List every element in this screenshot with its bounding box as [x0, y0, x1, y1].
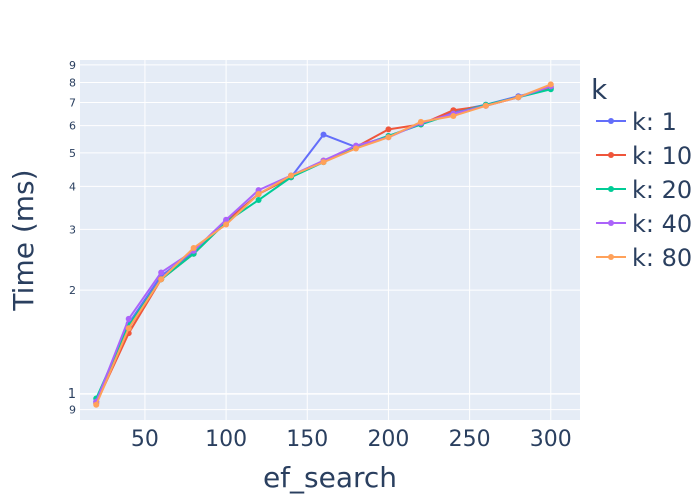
y-tick-label: 6	[69, 120, 76, 133]
x-tick-label: 150	[286, 427, 328, 452]
y-tick-label: 2	[69, 284, 76, 297]
x-tick-labels: 50 100 150 200 250 300	[131, 427, 572, 452]
legend-swatch-marker	[608, 254, 614, 260]
y-tick-label: 9	[69, 404, 76, 417]
data-point	[320, 159, 327, 166]
legend-title: k	[591, 73, 608, 106]
legend-swatch-marker	[608, 186, 614, 192]
data-point	[223, 221, 230, 228]
legend-label: k: 80	[632, 244, 692, 272]
legend-item[interactable]: k: 40	[596, 210, 692, 238]
data-point	[255, 197, 262, 204]
legend-label: k: 40	[632, 210, 692, 238]
series-layer	[93, 81, 554, 408]
y-tick-label: 7	[69, 97, 76, 110]
y-tick-label: 4	[69, 180, 76, 193]
data-point	[190, 244, 197, 251]
x-tick-label: 250	[449, 427, 491, 452]
x-tick-label: 200	[367, 427, 409, 452]
data-point	[93, 401, 100, 408]
legend[interactable]: k k: 1 k: 10 k: 20 k: 40 k: 80	[591, 73, 692, 272]
data-point	[125, 315, 132, 322]
legend-swatch-marker	[608, 118, 614, 124]
y-tick-labels: 1 9 2 3 4 5 6 7 8 9	[68, 59, 76, 417]
data-point	[352, 145, 359, 152]
x-tick-label: 50	[131, 427, 159, 452]
data-point	[125, 325, 132, 332]
data-point	[385, 134, 392, 141]
legend-item[interactable]: k: 1	[596, 108, 677, 136]
data-point	[547, 81, 554, 88]
data-point	[320, 131, 327, 138]
y-axis-title: Time (ms)	[7, 169, 40, 311]
data-point	[450, 112, 457, 119]
data-point	[158, 269, 165, 276]
y-tick-label: 5	[69, 147, 76, 160]
x-tick-label: 300	[530, 427, 572, 452]
legend-item[interactable]: k: 10	[596, 142, 692, 170]
y-tick-label: 1	[68, 387, 76, 402]
legend-label: k: 10	[632, 142, 692, 170]
legend-swatch-marker	[608, 152, 614, 158]
data-point	[288, 172, 295, 179]
legend-item[interactable]: k: 80	[596, 244, 692, 272]
series-5	[93, 81, 554, 408]
data-point	[255, 191, 262, 198]
legend-item[interactable]: k: 20	[596, 176, 692, 204]
data-point	[417, 118, 424, 125]
x-axis-title: ef_search	[263, 461, 397, 494]
y-tick-label: 8	[69, 77, 76, 90]
y-tick-label: 3	[69, 223, 76, 236]
data-point	[515, 94, 522, 101]
x-tick-label: 100	[205, 427, 247, 452]
data-point	[158, 276, 165, 283]
data-point	[223, 216, 230, 223]
legend-items: k: 1 k: 10 k: 20 k: 40 k: 80	[596, 108, 692, 272]
legend-swatch-marker	[608, 220, 614, 226]
plot-background	[80, 60, 580, 420]
legend-label: k: 1	[632, 108, 677, 136]
data-point	[385, 126, 392, 133]
y-tick-label: 9	[69, 59, 76, 72]
data-point	[482, 102, 489, 109]
legend-label: k: 20	[632, 176, 692, 204]
